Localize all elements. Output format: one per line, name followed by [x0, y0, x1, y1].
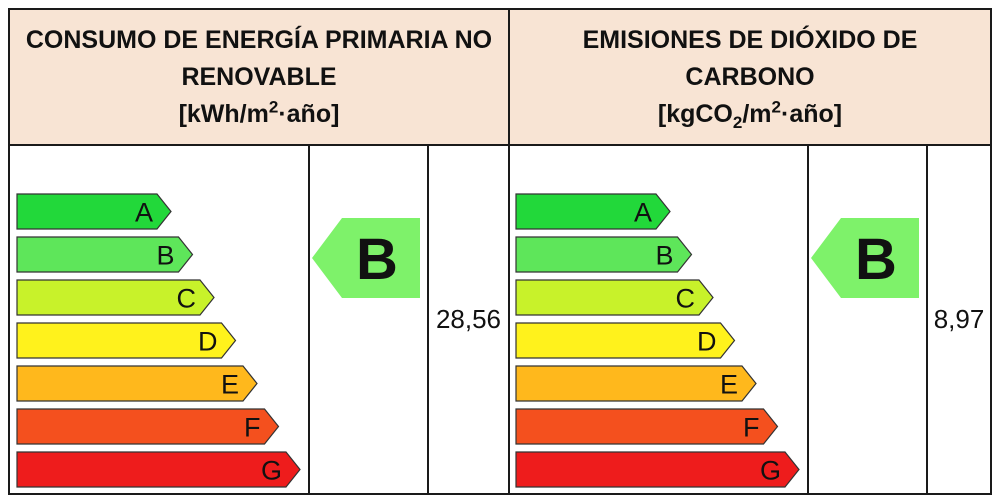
co2-scale-label-a: A — [634, 198, 652, 228]
energy-scale-bar-d — [16, 322, 237, 359]
co2-title-line2: CARBONO — [685, 62, 815, 91]
energy-scale-bar-a — [16, 193, 172, 230]
energy-scale-label-f: F — [244, 413, 261, 443]
co2-value-divider — [926, 144, 928, 493]
energy-unit: [kWh/m2·año] — [178, 97, 340, 128]
co2-title-line1: EMISIONES DE DIÓXIDO DE — [582, 25, 918, 54]
co2-emissions-header: EMISIONES DE DIÓXIDO DE CARBONO [kgCO2/m… — [510, 10, 990, 144]
co2-scale-label-d: D — [697, 327, 717, 357]
panel-divider — [508, 10, 510, 493]
energy-rating-letter: B — [356, 227, 398, 292]
energy-certificate-table: CONSUMO DE ENERGÍA PRIMARIA NO RENOVABLE… — [8, 8, 992, 495]
co2-scale-bar-g — [515, 451, 800, 488]
co2-scale-label-b: B — [655, 241, 673, 271]
co2-scale-label-g: G — [760, 456, 781, 486]
energy-scale-bar-e — [16, 365, 258, 402]
co2-scale-bar-d — [515, 322, 736, 359]
energy-scale-label-a: A — [135, 198, 153, 228]
co2-rating-divider — [807, 144, 809, 493]
energy-scale-label-b: B — [156, 241, 174, 271]
co2-value: 8,97 — [933, 304, 985, 334]
energy-title-line2: RENOVABLE — [181, 62, 337, 91]
co2-scale-bar-e — [515, 365, 757, 402]
energy-value: 28,56 — [435, 304, 502, 334]
energy-title-line1: CONSUMO DE ENERGÍA PRIMARIA NO — [25, 25, 493, 54]
energy-scale-bar-c — [16, 279, 215, 316]
energy-scale-label-c: C — [177, 284, 197, 314]
energy-scale-bar-g — [16, 451, 301, 488]
co2-scale-bar-b — [515, 236, 693, 273]
energy-scale-label-g: G — [261, 456, 282, 486]
energy-scale-label-e: E — [221, 370, 239, 400]
energy-consumption-header: CONSUMO DE ENERGÍA PRIMARIA NO RENOVABLE… — [10, 10, 508, 144]
co2-unit: [kgCO2/m2·año] — [657, 97, 843, 132]
co2-rating-letter: B — [855, 227, 897, 292]
co2-scale-bar-a — [515, 193, 671, 230]
co2-scale-label-f: F — [743, 413, 760, 443]
header-divider — [10, 144, 990, 146]
co2-scale-label-c: C — [676, 284, 696, 314]
energy-value-divider — [427, 144, 429, 493]
energy-scale-bar-f — [16, 408, 280, 445]
energy-scale-label-d: D — [198, 327, 218, 357]
energy-rating-divider — [308, 144, 310, 493]
co2-scale-label-e: E — [720, 370, 738, 400]
co2-scale-bar-c — [515, 279, 714, 316]
energy-rating-arrow — [312, 218, 420, 298]
energy-scale-bar-b — [16, 236, 194, 273]
co2-rating-arrow — [811, 218, 919, 298]
co2-scale-bar-f — [515, 408, 779, 445]
